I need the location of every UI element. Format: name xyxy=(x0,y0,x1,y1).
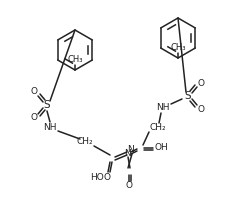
Text: CH₂: CH₂ xyxy=(150,124,166,132)
Text: CH₃: CH₃ xyxy=(170,43,186,52)
Text: S: S xyxy=(185,91,191,101)
Text: S: S xyxy=(44,100,50,110)
Text: N: N xyxy=(127,146,133,154)
Text: N: N xyxy=(124,149,130,157)
Text: NH: NH xyxy=(156,103,170,111)
Text: NH: NH xyxy=(43,122,57,132)
Text: O: O xyxy=(103,173,110,183)
Text: HO: HO xyxy=(90,173,104,183)
Text: CH₂: CH₂ xyxy=(77,138,93,146)
Text: O: O xyxy=(198,105,205,113)
Text: O: O xyxy=(125,181,132,191)
Text: O: O xyxy=(30,113,38,122)
Text: O: O xyxy=(30,87,38,97)
Text: CH₃: CH₃ xyxy=(67,56,83,65)
Text: O: O xyxy=(198,78,205,87)
Text: OH: OH xyxy=(154,143,168,152)
